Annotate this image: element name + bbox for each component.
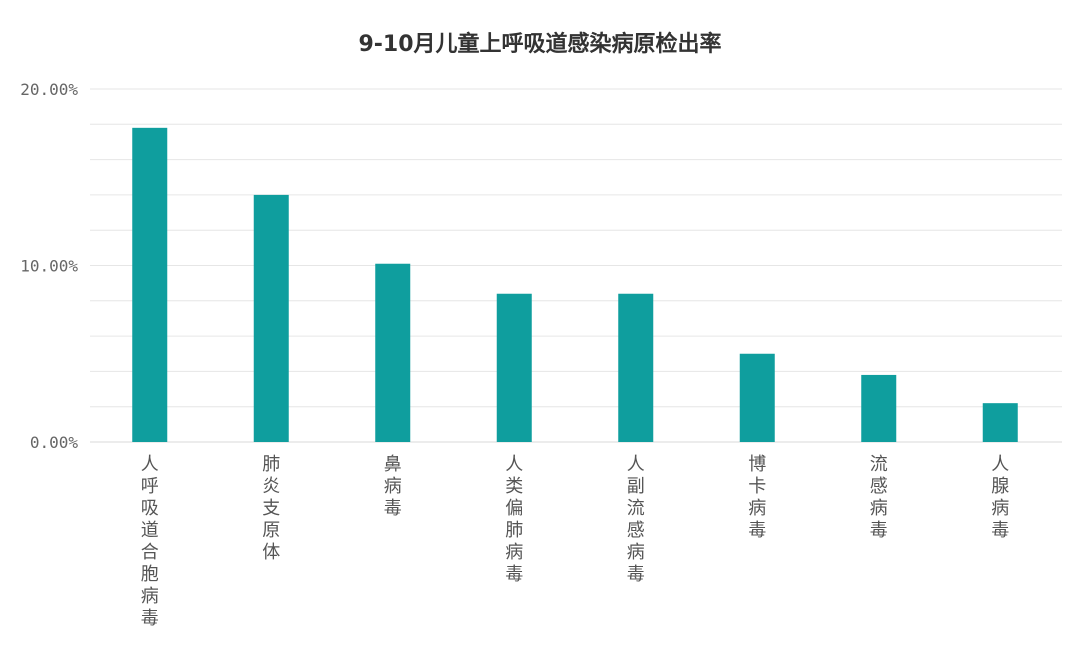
bar: [982, 403, 1018, 442]
bar: [739, 353, 775, 442]
y-tick-label: 10.00%: [20, 257, 78, 276]
bars: [132, 127, 1018, 442]
x-category-label: 人副流感病毒: [627, 454, 645, 585]
bar: [496, 293, 532, 442]
bar: [132, 127, 168, 442]
y-axis-tick-labels: 0.00% 10.00% 20.00%: [20, 80, 78, 452]
y-tick-label: 0.00%: [30, 433, 79, 452]
bar: [253, 194, 289, 442]
x-category-label: 博卡病毒: [748, 454, 766, 541]
x-category-label: 人呼吸道合胞病毒: [141, 454, 159, 629]
bar: [618, 293, 654, 442]
y-tick-label: 20.00%: [20, 80, 78, 99]
x-category-label: 鼻病毒: [384, 454, 402, 519]
bar: [861, 374, 897, 442]
x-category-label: 流感病毒: [870, 454, 888, 541]
grid-lines: [90, 88, 1062, 443]
x-category-label: 人类偏肺病毒: [505, 454, 523, 585]
x-category-label: 肺炎支原体: [262, 454, 280, 563]
x-axis-category-labels: 人呼吸道合胞病毒 肺炎支原体 鼻病毒 人类偏肺病毒 人副流感病毒 博卡病毒 流感病毒 人腺病毒: [141, 454, 1010, 629]
bar: [375, 263, 411, 442]
x-category-label: 人腺病毒: [991, 454, 1009, 541]
chart-title: 9-10月儿童上呼吸道感染病原检出率: [358, 32, 722, 57]
